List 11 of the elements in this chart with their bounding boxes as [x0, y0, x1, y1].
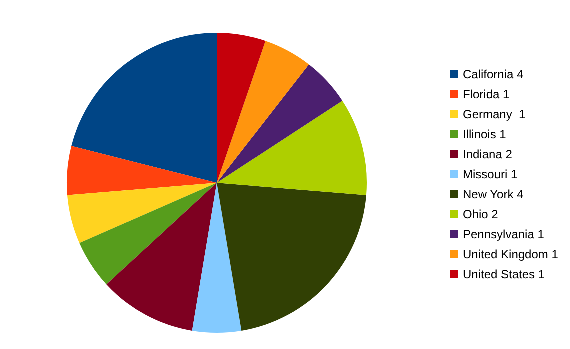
- legend-label: New York 4: [463, 188, 524, 202]
- legend-label: United States 1: [463, 268, 546, 282]
- legend-label: Indiana 2: [463, 148, 513, 162]
- legend-label: Missouri 1: [463, 168, 518, 182]
- legend-label: Illinois 1: [463, 128, 507, 142]
- legend-label: Florida 1: [463, 88, 510, 102]
- legend-label: Pennsylvania 1: [463, 228, 545, 242]
- legend-label: California 4: [463, 68, 524, 82]
- legend-label: Germany 1: [463, 108, 526, 122]
- legend-label: Ohio 2: [463, 208, 499, 222]
- legend-label: United Kingdom 1: [463, 248, 559, 262]
